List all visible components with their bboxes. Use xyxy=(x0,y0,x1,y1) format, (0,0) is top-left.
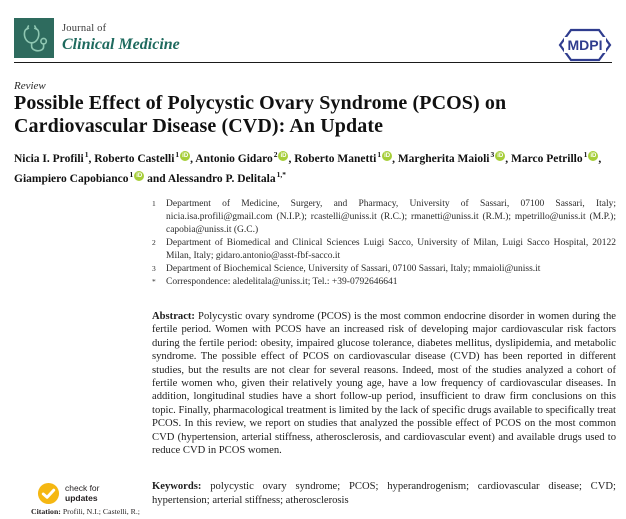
author: Giampiero Capobianco1 iD and xyxy=(14,169,168,185)
mdpi-wordmark: MDPI xyxy=(568,37,603,53)
orcid-icon[interactable]: iD xyxy=(278,151,289,161)
affiliation-marker: 2 xyxy=(152,238,156,247)
citation-text: Profili, N.I.; Castelli, R.; xyxy=(62,507,140,516)
affiliation-text: Department of Biochemical Science, Unive… xyxy=(166,264,541,274)
author: Marco Petrillo1 iD, xyxy=(510,150,602,165)
author: Alessandro P. Delitala1,* xyxy=(167,169,286,185)
abstract: Abstract: Polycystic ovary syndrome (PCO… xyxy=(152,310,616,457)
journal-name-prefix: Journal of xyxy=(62,23,107,34)
author: Nicia I. Profili1, xyxy=(14,150,95,165)
orcid-icon[interactable]: iD xyxy=(134,170,145,181)
orcid-icon[interactable]: iD xyxy=(495,151,506,161)
journal-title: Clinical Medicine xyxy=(62,35,180,53)
abstract-text: Polycystic ovary syndrome (PCOS) is the … xyxy=(152,311,616,457)
author: Roberto Manetti1 iD, xyxy=(294,150,398,165)
orcid-icon[interactable]: iD xyxy=(382,151,393,161)
abstract-label: Abstract: xyxy=(152,311,195,322)
orcid-icon[interactable]: iD xyxy=(588,151,599,161)
affiliation-text: Department of Medicine, Surgery, and Pha… xyxy=(166,199,616,235)
article-title: Possible Effect of Polycystic Ovary Synd… xyxy=(14,92,507,137)
affiliation-item: 3 Department of Biochemical Science, Uni… xyxy=(152,263,616,276)
stethoscope-icon xyxy=(23,25,48,52)
mdpi-hexagon-icon: MDPI xyxy=(558,28,612,62)
affiliation-marker: * xyxy=(152,277,156,286)
orcid-icon[interactable]: iD xyxy=(180,151,191,161)
author: Roberto Castelli1 iD, xyxy=(94,150,196,165)
check-for-updates-badge[interactable]: check for updates xyxy=(37,482,100,505)
affiliation-text: Department of Biomedical and Clinical Sc… xyxy=(166,238,616,261)
author: Margherita Maioli3 iD, xyxy=(397,150,511,165)
affiliation-item: 1 Department of Medicine, Surgery, and P… xyxy=(152,198,616,237)
affiliation-item: * Correspondence: aledelitala@uniss.it; … xyxy=(152,276,616,289)
journal-logo[interactable] xyxy=(14,18,54,58)
affiliation-item: 2 Department of Biomedical and Clinical … xyxy=(152,237,616,263)
keywords: Keywords: polycystic ovary syndrome; PCO… xyxy=(152,480,616,508)
affiliation-marker: 3 xyxy=(152,264,156,273)
article-type: Review xyxy=(14,80,46,92)
affiliation-marker: 1 xyxy=(152,199,156,208)
citation-line: Citation: Profili, N.I.; Castelli, R.; xyxy=(31,507,166,517)
correspondence-text: Correspondence: aledelitala@uniss.it; Te… xyxy=(166,277,398,287)
journal-name: Journal of Clinical Medicine xyxy=(62,23,180,53)
checkmark-icon xyxy=(37,482,60,505)
keywords-text: polycystic ovary syndrome; PCOS; hyperan… xyxy=(152,481,616,506)
keywords-label: Keywords: xyxy=(152,481,202,492)
header-divider xyxy=(14,62,612,63)
author-line: Nicia I. Profili1, Roberto Castelli1 iD, … xyxy=(14,147,622,187)
author: Antonio Gidaro2 iD, xyxy=(195,150,295,165)
citation-label: Citation: xyxy=(31,507,61,516)
check-for-updates-label: check for updates xyxy=(65,483,100,503)
mdpi-logo[interactable]: MDPI xyxy=(556,26,614,64)
affiliations: 1 Department of Medicine, Surgery, and P… xyxy=(152,198,616,289)
